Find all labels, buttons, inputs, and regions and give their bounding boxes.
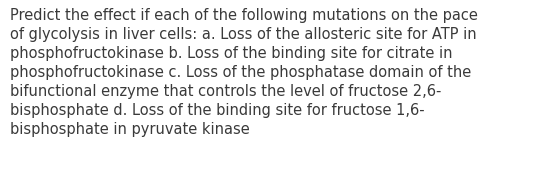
Text: bisphosphate d. Loss of the binding site for fructose 1,6-: bisphosphate d. Loss of the binding site… xyxy=(10,103,425,118)
Text: of glycolysis in liver cells: a. Loss of the allosteric site for ATP in: of glycolysis in liver cells: a. Loss of… xyxy=(10,27,477,42)
Text: bisphosphate in pyruvate kinase: bisphosphate in pyruvate kinase xyxy=(10,122,250,137)
Text: phosphofructokinase c. Loss of the phosphatase domain of the: phosphofructokinase c. Loss of the phosp… xyxy=(10,65,472,80)
Text: bifunctional enzyme that controls the level of fructose 2,6-: bifunctional enzyme that controls the le… xyxy=(10,84,441,99)
Text: Predict the effect if each of the following mutations on the pace: Predict the effect if each of the follow… xyxy=(10,8,478,23)
Text: phosphofructokinase b. Loss of the binding site for citrate in: phosphofructokinase b. Loss of the bindi… xyxy=(10,46,453,61)
